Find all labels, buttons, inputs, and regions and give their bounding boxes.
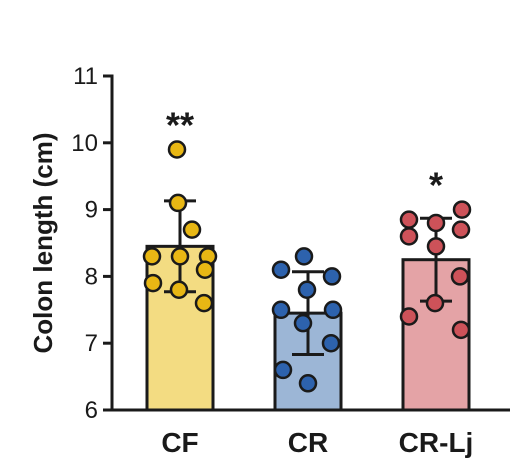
data-point <box>298 374 318 393</box>
data-point <box>168 193 188 213</box>
data-point <box>194 293 214 313</box>
y-tick-label: 6 <box>85 397 98 424</box>
y-tick-label: 8 <box>85 263 98 290</box>
data-point <box>182 220 202 239</box>
y-tick-label: 9 <box>85 197 98 224</box>
axes-layer <box>110 74 510 412</box>
data-point <box>195 260 215 279</box>
y-tick-label: 7 <box>85 330 98 357</box>
data-point <box>426 237 446 256</box>
data-point <box>399 210 419 229</box>
y-ticks-layer: 6 7 8 9 10 11 <box>71 63 112 424</box>
data-point <box>426 213 446 233</box>
y-tick-label: 11 <box>73 63 98 90</box>
data-point <box>323 300 343 320</box>
x-tick-label: CR-Lj <box>399 427 474 458</box>
data-point <box>297 280 317 300</box>
data-point <box>273 360 293 380</box>
data-point <box>450 267 470 286</box>
data-point <box>170 247 190 266</box>
data-point <box>294 247 314 266</box>
significance-marker: * <box>429 165 443 206</box>
y-axis-title: Colon length (cm) <box>28 133 58 354</box>
data-point <box>271 300 291 320</box>
data-point <box>293 313 313 333</box>
data-point <box>271 260 291 279</box>
significance-layer: *** <box>166 104 443 205</box>
data-point <box>452 200 472 219</box>
data-point <box>169 280 189 300</box>
data-point <box>167 140 187 159</box>
data-point <box>321 333 341 353</box>
data-point <box>399 307 419 326</box>
points-layer <box>142 140 472 393</box>
data-point <box>425 293 445 313</box>
data-point <box>399 227 419 246</box>
data-point <box>143 273 163 293</box>
data-point <box>451 220 471 239</box>
data-point <box>322 267 342 286</box>
data-point <box>451 320 471 340</box>
x-tick-labels-layer: CF CR CR-Lj <box>161 427 473 458</box>
significance-marker: ** <box>166 104 194 145</box>
data-point <box>142 247 162 266</box>
y-tick-label: 10 <box>71 130 98 157</box>
x-tick-label: CR <box>288 427 328 458</box>
x-tick-label: CF <box>161 427 198 458</box>
